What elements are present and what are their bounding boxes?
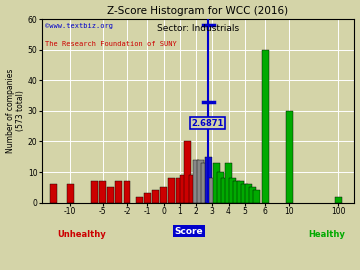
Bar (201, 163, 208, 203)
Bar (286, 111, 293, 203)
Bar (136, 197, 143, 203)
Bar (217, 172, 224, 203)
Bar (193, 160, 199, 203)
Text: 2.6871: 2.6871 (192, 119, 224, 128)
Bar (184, 141, 192, 203)
Bar (209, 178, 216, 203)
Bar (67, 184, 73, 203)
Bar (144, 194, 151, 203)
Bar (50, 184, 57, 203)
Text: Sector: Industrials: Sector: Industrials (157, 24, 239, 33)
Bar (233, 181, 240, 203)
Text: Healthy: Healthy (308, 230, 345, 239)
Bar (189, 175, 195, 203)
Bar (237, 181, 244, 203)
Text: ©www.textbiz.org: ©www.textbiz.org (45, 23, 113, 29)
Text: Unhealthy: Unhealthy (57, 230, 106, 239)
Bar (107, 187, 114, 203)
Bar (249, 187, 256, 203)
Bar (176, 178, 183, 203)
Bar (116, 181, 122, 203)
Bar (213, 163, 220, 203)
Bar (225, 163, 232, 203)
Bar (160, 187, 167, 203)
Bar (91, 181, 98, 203)
Bar (335, 197, 342, 203)
Bar (262, 50, 269, 203)
Bar (197, 160, 203, 203)
Bar (241, 184, 248, 203)
Bar (205, 157, 212, 203)
Bar (99, 181, 106, 203)
Text: The Research Foundation of SUNY: The Research Foundation of SUNY (45, 41, 176, 47)
Title: Z-Score Histogram for WCC (2016): Z-Score Histogram for WCC (2016) (108, 6, 289, 16)
Bar (123, 181, 130, 203)
Bar (168, 178, 175, 203)
Text: Score: Score (174, 227, 203, 235)
Bar (246, 184, 252, 203)
Bar (221, 178, 228, 203)
Bar (253, 190, 260, 203)
Bar (229, 178, 236, 203)
Bar (152, 190, 159, 203)
Bar (180, 175, 187, 203)
Y-axis label: Number of companies
(573 total): Number of companies (573 total) (5, 69, 25, 153)
